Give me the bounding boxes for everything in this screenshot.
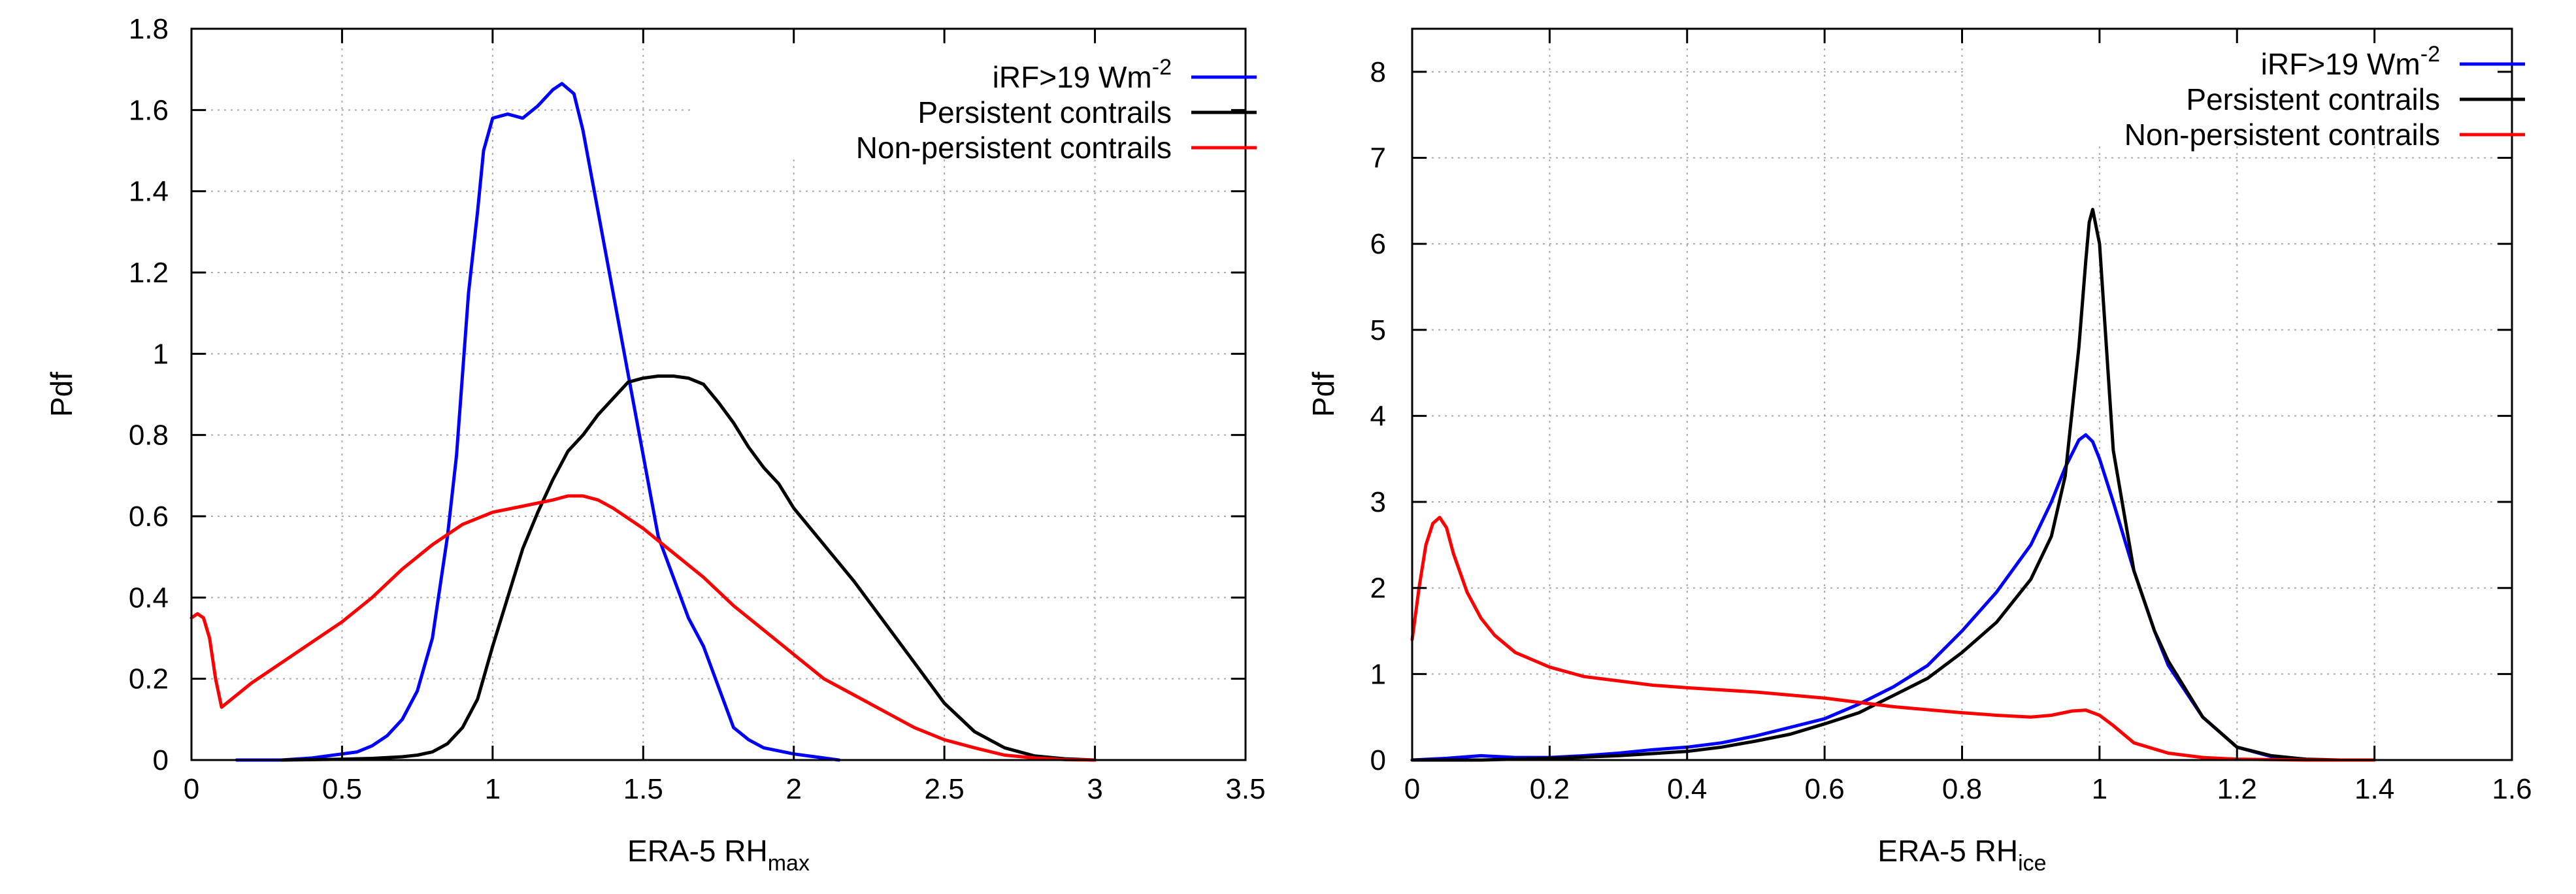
series-line-2 (190, 494, 1097, 762)
x-axis-label-sub: max (768, 851, 810, 876)
y-tick-label: 0.6 (129, 501, 169, 533)
y-tick-label: 1.2 (129, 257, 169, 289)
y-tick-label: 6 (1370, 228, 1386, 260)
chart-svg: 0 0.5 1 1.5 2 2.5 3 3.5 0 0.2 0.4 0.6 0.8 1 1.2 1.4 1.6 1… (44, 13, 1266, 876)
plot-frame (190, 27, 1247, 761)
y-tick-label: 1.4 (129, 176, 169, 208)
y-tick-label: 8 (1370, 56, 1386, 88)
y-tick-label: 1 (1370, 658, 1386, 690)
legend-label-text: Non-persistent contrails (2124, 118, 2440, 152)
y-axis-label: Pdf (1306, 372, 1340, 417)
series-line-1 (280, 374, 1097, 762)
x-tick-label: 0.6 (1805, 773, 1845, 805)
legend-label-1: Persistent contrails (2186, 82, 2440, 116)
y-tick-label: 0.4 (129, 582, 169, 614)
series-line-1 (1410, 208, 2342, 762)
legend-label-0: iRF>19 Wm-2 (2261, 42, 2440, 81)
legend-background (695, 48, 1257, 159)
legend-label-text: iRF>19 Wm (2261, 47, 2420, 81)
x-tick-label: 0.8 (1942, 773, 1982, 805)
x-tick-label: 2.5 (925, 773, 965, 805)
y-tick-label: 1.6 (129, 94, 169, 126)
legend-label-sup: -2 (2420, 42, 2440, 67)
x-tick-label: 1.5 (623, 773, 663, 805)
y-axis-label: Pdf (44, 372, 78, 417)
legend-label-text: Persistent contrails (917, 95, 1172, 129)
rhmax-pdf-chart: 0 0.5 1 1.5 2 2.5 3 3.5 0 0.2 0.4 0.6 0.8 1 1.2 1.4 1.6 1… (44, 13, 1266, 876)
x-tick-label: 0.5 (322, 773, 362, 805)
x-tick-label: 0 (1404, 773, 1420, 805)
legend-label-2: Non-persistent contrails (856, 131, 1172, 165)
x-tick-label: 1 (2092, 773, 2107, 805)
x-tick-label: 0.2 (1530, 773, 1570, 805)
legend-label-text: Persistent contrails (2186, 82, 2440, 116)
y-tick-label: 7 (1370, 142, 1386, 174)
x-axis-label: ERA-5 RHice (1877, 834, 2046, 876)
grid (1412, 29, 2512, 760)
y-tick-label: 2 (1370, 572, 1386, 604)
x-axis-label-main: ERA-5 RH (627, 834, 768, 868)
legend-label-sup: -2 (1152, 55, 1172, 80)
y-tick-label: 0.2 (129, 663, 169, 695)
x-tick-label: 0.4 (1667, 773, 1707, 805)
y-tick-label: 0 (153, 744, 169, 776)
y-tick-label: 1.8 (129, 13, 169, 45)
legend-background (1963, 35, 2525, 146)
x-tick-label: 3 (1087, 773, 1102, 805)
legend-label-2: Non-persistent contrails (2124, 118, 2440, 152)
legend-label-1: Persistent contrails (917, 95, 1172, 129)
y-tick-label: 4 (1370, 400, 1386, 432)
y-tick-label: 5 (1370, 314, 1386, 346)
legend-label-text: Non-persistent contrails (856, 131, 1172, 165)
chart-svg: 0 0.2 0.4 0.6 0.8 1 1.2 1.4 1.6 0 1 2 3 4 5 6 7 8 Pdf ERA-5… (1306, 27, 2532, 876)
x-tick-label: 1 (485, 773, 501, 805)
x-tick-label: 2 (785, 773, 801, 805)
y-tick-label: 3 (1370, 486, 1386, 518)
x-tick-label: 3.5 (1225, 773, 1265, 805)
grid (191, 29, 1246, 760)
series-line-0 (235, 82, 841, 762)
x-axis-label-sub: ice (2018, 851, 2046, 876)
y-tick-label: 1 (153, 338, 169, 370)
x-tick-label: 1.4 (2354, 773, 2394, 805)
x-tick-label: 0 (184, 773, 199, 805)
x-axis-label: ERA-5 RHmax (627, 834, 810, 876)
x-tick-label: 1.6 (2492, 773, 2532, 805)
legend-label-text: iRF>19 Wm (993, 60, 1152, 94)
series-line-2 (1410, 516, 2377, 762)
x-tick-label: 1.2 (2217, 773, 2257, 805)
y-tick-label: 0.8 (129, 420, 169, 452)
y-tick-label: 0 (1370, 744, 1386, 776)
x-axis-label-main: ERA-5 RH (1877, 834, 2018, 868)
rhice-pdf-chart: 0 0.2 0.4 0.6 0.8 1 1.2 1.4 1.6 0 1 2 3 4 5 6 7 8 Pdf ERA-5… (1288, 0, 2576, 894)
legend-label-0: iRF>19 Wm-2 (993, 55, 1172, 94)
